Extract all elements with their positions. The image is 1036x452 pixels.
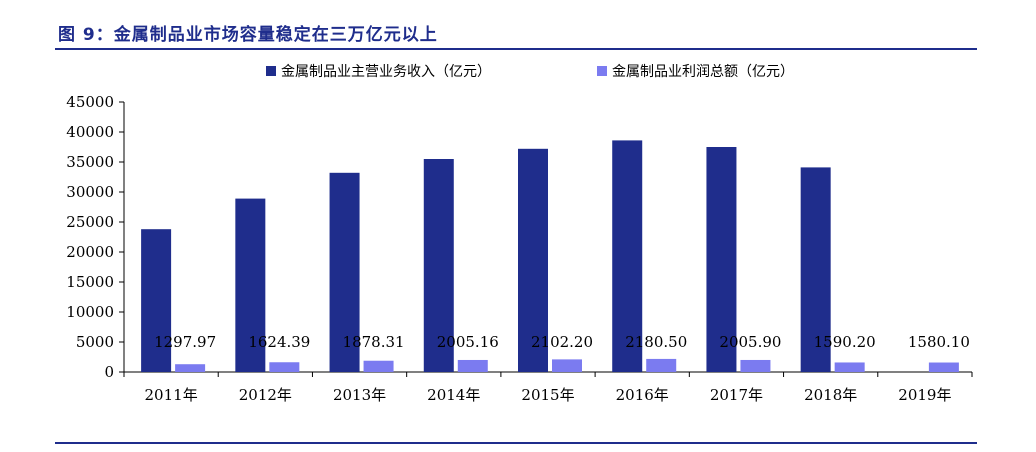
profit-data-label: 2180.50 xyxy=(625,333,687,351)
legend-swatch-revenue xyxy=(266,66,276,76)
profit-bar xyxy=(928,362,959,372)
profit-data-label: 1878.31 xyxy=(343,333,405,351)
x-tick-label: 2019年 xyxy=(898,386,951,404)
y-tick-label: 15000 xyxy=(66,273,114,291)
x-tick-label: 2015年 xyxy=(521,386,574,404)
y-tick-label: 35000 xyxy=(66,153,114,171)
profit-bar xyxy=(175,364,206,372)
y-tick-label: 0 xyxy=(104,363,114,381)
revenue-bar xyxy=(706,147,737,372)
x-tick-label: 2012年 xyxy=(239,386,292,404)
profit-bar xyxy=(269,362,300,372)
chart-title: 图 9：金属制品业市场容量稳定在三万亿元以上 xyxy=(58,25,438,45)
revenue-bar xyxy=(612,140,643,372)
y-tick-label: 25000 xyxy=(66,213,114,231)
x-tick-label: 2018年 xyxy=(804,386,857,404)
y-tick-label: 30000 xyxy=(66,183,114,201)
revenue-bar xyxy=(423,159,454,372)
profit-data-label: 1590.20 xyxy=(814,333,876,351)
profit-data-label: 2005.16 xyxy=(437,333,499,351)
revenue-bar xyxy=(800,167,831,372)
revenue-bar xyxy=(141,229,172,372)
bottom-divider xyxy=(55,442,977,444)
revenue-bar xyxy=(235,198,266,372)
profit-data-label: 1297.97 xyxy=(154,333,216,351)
y-tick-label: 40000 xyxy=(66,123,114,141)
profit-bar xyxy=(740,359,771,372)
revenue-bar xyxy=(329,172,360,372)
profit-bar xyxy=(834,362,865,372)
y-tick-label: 10000 xyxy=(66,303,114,321)
profit-data-label: 2102.20 xyxy=(531,333,593,351)
legend-swatch-profit xyxy=(597,66,607,76)
x-tick-label: 2016年 xyxy=(616,386,669,404)
revenue-bar xyxy=(518,148,548,372)
profit-data-label: 1580.10 xyxy=(908,333,970,351)
y-tick-label: 45000 xyxy=(66,93,114,111)
legend-label-revenue: 金属制品业主营业务收入（亿元） xyxy=(281,64,491,80)
x-tick-label: 2011年 xyxy=(145,386,198,404)
title-divider xyxy=(55,48,977,50)
legend-label-profit: 金属制品业利润总额（亿元） xyxy=(612,64,794,80)
y-tick-label: 20000 xyxy=(66,243,114,261)
profit-data-label: 2005.90 xyxy=(719,333,781,351)
profit-bar xyxy=(646,358,677,372)
profit-bar xyxy=(363,360,394,372)
y-tick-label: 5000 xyxy=(76,333,114,351)
profit-bar xyxy=(457,359,488,372)
x-tick-label: 2014年 xyxy=(427,386,480,404)
x-tick-label: 2013年 xyxy=(333,386,386,404)
profit-data-label: 1624.39 xyxy=(248,333,310,351)
x-tick-label: 2017年 xyxy=(710,386,763,404)
profit-bar xyxy=(552,359,582,372)
